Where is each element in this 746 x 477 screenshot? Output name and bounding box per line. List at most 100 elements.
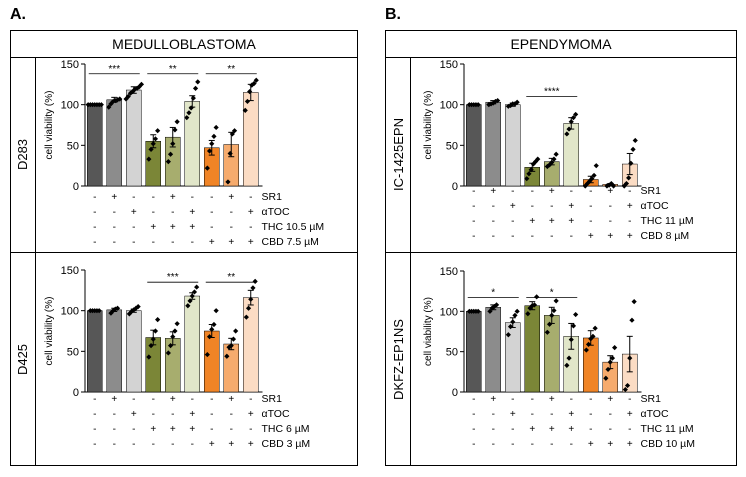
treatment-sign: -	[132, 237, 135, 248]
y-tick-label: 50	[446, 347, 458, 359]
bar	[243, 92, 259, 187]
data-point	[592, 325, 598, 331]
data-point	[507, 102, 514, 109]
treatment-sign: -	[589, 216, 592, 227]
treatment-sign: +	[568, 424, 574, 435]
data-point	[186, 110, 192, 116]
treatment-sign: -	[210, 409, 213, 420]
data-point	[524, 176, 530, 182]
data-point	[512, 312, 518, 318]
data-point	[227, 150, 233, 157]
data-point	[204, 165, 210, 171]
treatment-sign: -	[589, 394, 592, 405]
treatment-label: αTOC	[641, 200, 669, 212]
significance-label: ****	[544, 87, 560, 98]
data-point	[568, 119, 574, 125]
y-tick-label: 100	[61, 306, 79, 318]
data-point	[243, 314, 249, 320]
data-point	[527, 305, 533, 311]
bar	[106, 309, 122, 393]
treatment-sign: -	[113, 424, 116, 435]
treatment-sign: -	[511, 439, 514, 450]
data-point	[138, 81, 145, 87]
treatment-sign: -	[589, 201, 592, 212]
data-point	[146, 354, 152, 360]
treatment-sign: +	[627, 231, 633, 242]
data-point	[608, 180, 614, 187]
data-point	[108, 310, 114, 316]
treatment-sign: +	[170, 192, 176, 203]
treatment-sign: +	[189, 409, 195, 420]
data-point	[225, 179, 231, 185]
y-tick-label: 0	[73, 387, 79, 399]
treatment-sign: +	[588, 439, 594, 450]
data-point	[609, 355, 616, 361]
treatment-label: αTOC	[641, 408, 669, 420]
treatment-sign: +	[549, 394, 555, 405]
treatment-label: THC 11 µM	[641, 423, 694, 435]
treatment-sign: +	[248, 439, 254, 450]
panel-b-title: EPENDYMOMA	[386, 31, 736, 58]
treatment-sign: +	[529, 216, 535, 227]
y-tick-label: 150	[61, 59, 79, 71]
data-point	[170, 141, 176, 147]
data-point	[623, 180, 630, 187]
data-point	[224, 353, 230, 359]
significance-label: *	[550, 288, 554, 299]
data-point	[530, 161, 536, 167]
bar	[505, 104, 521, 187]
data-point	[185, 303, 191, 309]
treatment-sign: +	[111, 394, 117, 405]
bar	[126, 310, 142, 393]
data-point	[251, 80, 257, 87]
treatment-sign: -	[628, 186, 631, 197]
treatment-sign: -	[249, 424, 252, 435]
data-point	[529, 303, 535, 309]
bar	[184, 101, 200, 187]
treatment-sign: +	[170, 222, 176, 233]
bar	[466, 311, 482, 393]
data-point	[568, 336, 574, 343]
data-point	[535, 156, 541, 162]
significance-label: ***	[108, 64, 120, 75]
treatment-sign: +	[510, 201, 516, 212]
bar	[485, 101, 501, 187]
treatment-sign: +	[131, 207, 137, 218]
bar	[466, 104, 482, 187]
y-axis-title: cell viability (%)	[44, 297, 55, 366]
data-point	[531, 302, 538, 308]
y-tick-label: 100	[440, 100, 458, 112]
treatment-sign: -	[113, 237, 116, 248]
data-point	[233, 328, 239, 334]
data-point	[244, 98, 251, 105]
treatment-label: THC 6 µM	[262, 423, 310, 435]
treatment-sign: +	[490, 394, 496, 405]
data-point	[190, 95, 196, 101]
data-point	[172, 328, 178, 334]
data-point	[165, 159, 171, 165]
treatment-sign: -	[230, 409, 233, 420]
treatment-sign: -	[609, 409, 612, 420]
data-point	[475, 102, 481, 108]
data-point	[591, 172, 597, 179]
treatment-sign: -	[570, 439, 573, 450]
treatment-sign: +	[228, 237, 234, 248]
treatment-sign: +	[588, 231, 594, 242]
data-point	[152, 136, 159, 142]
y-tick-label: 100	[440, 306, 458, 318]
treatment-sign: -	[609, 216, 612, 227]
data-point	[248, 296, 254, 302]
significance-label: **	[227, 272, 235, 283]
data-point	[195, 79, 201, 85]
bar	[106, 99, 122, 187]
data-point	[525, 311, 531, 317]
data-point	[148, 146, 154, 152]
data-point	[130, 89, 136, 95]
treatment-sign: -	[570, 394, 573, 405]
treatment-sign: -	[550, 409, 553, 420]
data-point	[507, 324, 514, 330]
data-point	[189, 293, 195, 299]
significance-label: **	[227, 64, 235, 75]
